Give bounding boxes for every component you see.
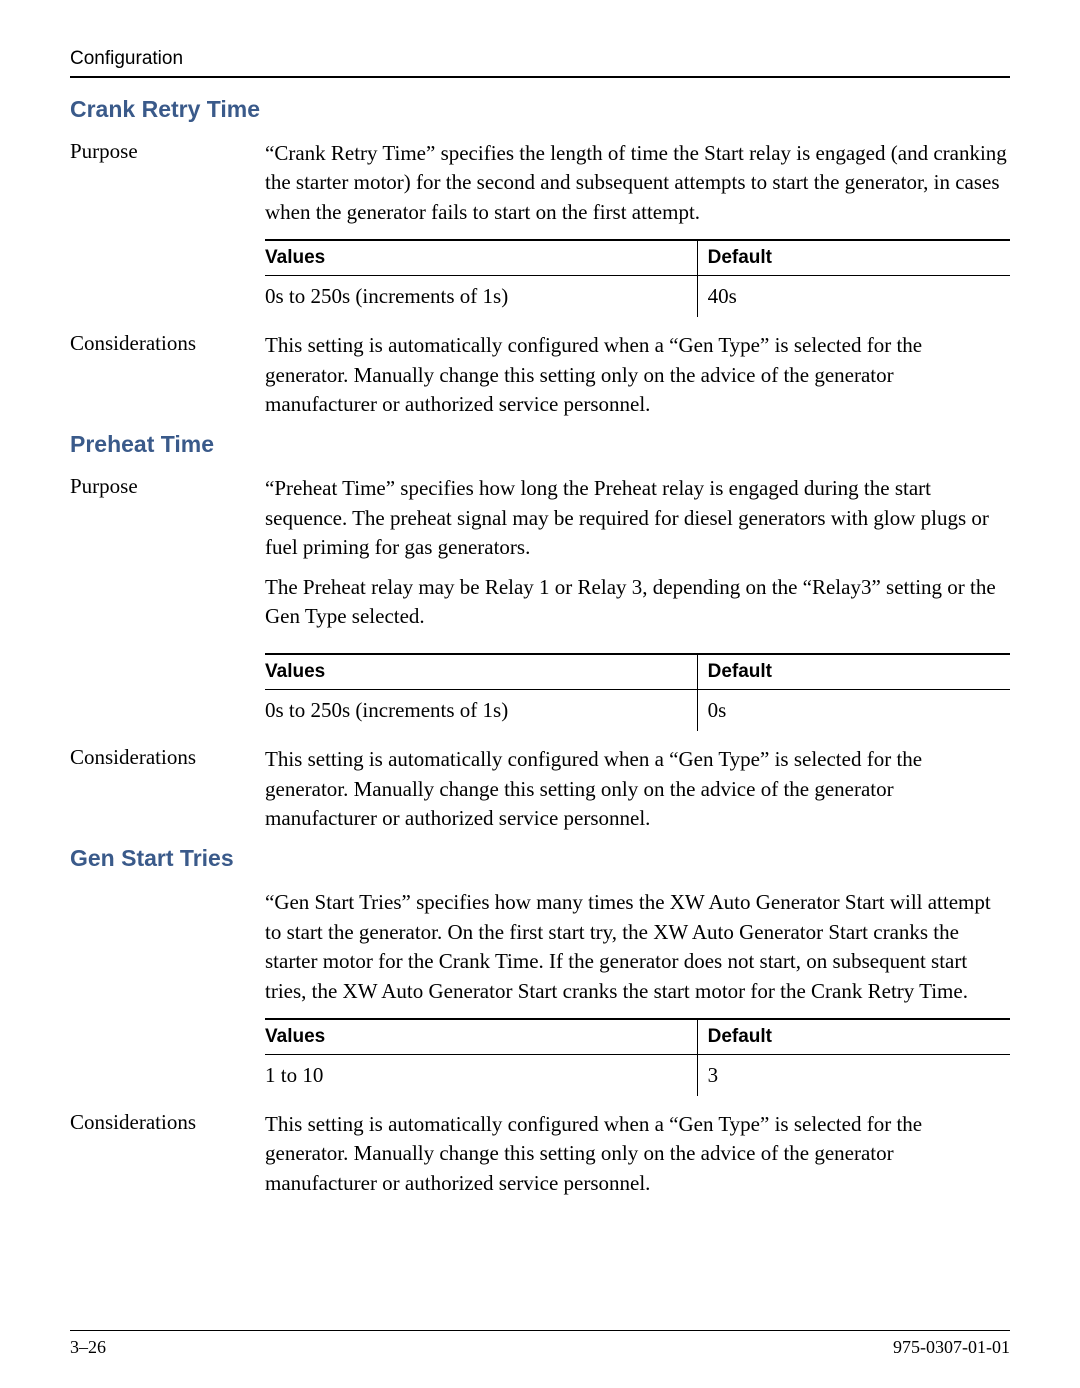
values-cell: 0s to 250s (increments of 1s) [265,690,697,732]
default-header: Default [697,1019,1010,1055]
values-cell: 1 to 10 [265,1055,697,1097]
footer: 3–26 975-0307-01-01 [70,1330,1010,1358]
considerations-label: Considerations [70,1110,265,1198]
header-section: Configuration [70,48,1010,70]
purpose-text-p2: The Preheat relay may be Relay 1 or Rela… [265,573,1010,632]
considerations-label: Considerations [70,745,265,833]
considerations-text: This setting is automatically configured… [265,1110,1010,1198]
crank-retry-considerations-row: Considerations This setting is automatic… [70,331,1010,419]
purpose-label: Purpose [70,474,265,641]
purpose-text-p1: “Preheat Time” specifies how long the Pr… [265,474,1010,562]
considerations-label: Considerations [70,331,265,419]
values-header: Values [265,654,697,690]
table-row: 0s to 250s (increments of 1s) 40s [265,276,1010,318]
body-text: “Gen Start Tries” specifies how many tim… [265,888,1010,1006]
doc-number: 975-0307-01-01 [893,1337,1010,1358]
gen-start-table-wrap: Values Default 1 to 10 3 [265,1018,1010,1096]
section-title-gen-start: Gen Start Tries [70,845,1010,872]
section-title-crank-retry: Crank Retry Time [70,96,1010,123]
footer-rule [70,1330,1010,1331]
default-cell: 3 [697,1055,1010,1097]
considerations-text: This setting is automatically configured… [265,331,1010,419]
default-cell: 40s [697,276,1010,318]
purpose-text: “Crank Retry Time” specifies the length … [265,139,1010,227]
gen-start-body-row: “Gen Start Tries” specifies how many tim… [70,888,1010,1006]
default-cell: 0s [697,690,1010,732]
crank-retry-table: Values Default 0s to 250s (increments of… [265,239,1010,317]
considerations-text: This setting is automatically configured… [265,745,1010,833]
empty-label [70,888,265,1006]
purpose-text: “Preheat Time” specifies how long the Pr… [265,474,1010,641]
table-row: 1 to 10 3 [265,1055,1010,1097]
gen-start-table: Values Default 1 to 10 3 [265,1018,1010,1096]
purpose-label: Purpose [70,139,265,227]
values-header: Values [265,1019,697,1055]
table-header-row: Values Default [265,654,1010,690]
section-title-preheat: Preheat Time [70,431,1010,458]
gen-start-considerations-row: Considerations This setting is automatic… [70,1110,1010,1198]
page-number: 3–26 [70,1337,106,1358]
crank-retry-table-wrap: Values Default 0s to 250s (increments of… [265,239,1010,317]
preheat-purpose-row: Purpose “Preheat Time” specifies how lon… [70,474,1010,641]
table-row: 0s to 250s (increments of 1s) 0s [265,690,1010,732]
values-header: Values [265,240,697,276]
footer-row: 3–26 975-0307-01-01 [70,1337,1010,1358]
default-header: Default [697,654,1010,690]
default-header: Default [697,240,1010,276]
table-header-row: Values Default [265,1019,1010,1055]
crank-retry-purpose-row: Purpose “Crank Retry Time” specifies the… [70,139,1010,227]
values-cell: 0s to 250s (increments of 1s) [265,276,697,318]
table-header-row: Values Default [265,240,1010,276]
header-rule [70,76,1010,78]
preheat-considerations-row: Considerations This setting is automatic… [70,745,1010,833]
preheat-table-wrap: Values Default 0s to 250s (increments of… [265,653,1010,731]
preheat-table: Values Default 0s to 250s (increments of… [265,653,1010,731]
